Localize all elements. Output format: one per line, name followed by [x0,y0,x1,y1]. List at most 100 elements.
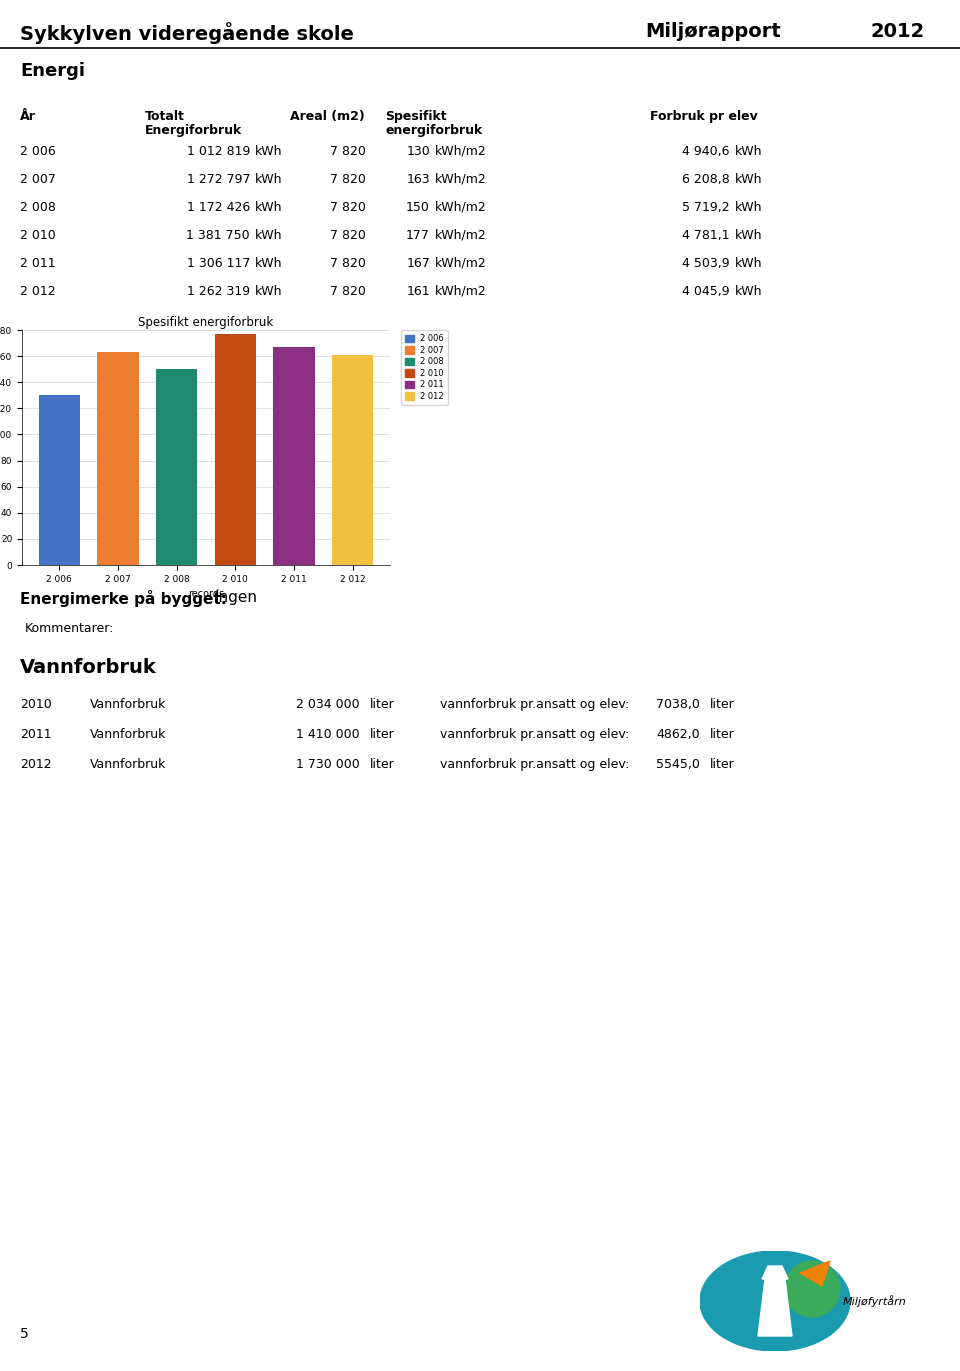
Text: kWh: kWh [255,229,282,243]
Text: 1 410 000: 1 410 000 [297,728,360,740]
Polygon shape [762,1265,788,1279]
Text: energiforbruk: energiforbruk [385,123,482,137]
Text: 150: 150 [406,202,430,214]
Text: 1 262 319: 1 262 319 [187,285,250,298]
Text: 2 011: 2 011 [20,256,56,270]
Text: 130: 130 [406,145,430,158]
Text: liter: liter [370,698,395,712]
Text: 2 007: 2 007 [20,173,56,186]
Text: 2 034 000: 2 034 000 [297,698,360,712]
Text: 5545,0: 5545,0 [656,758,700,771]
Text: 2011: 2011 [20,728,52,740]
Text: 177: 177 [406,229,430,243]
Text: kWh: kWh [735,229,762,243]
Text: 2 006: 2 006 [20,145,56,158]
Text: 161: 161 [406,285,430,298]
Text: Ingen: Ingen [215,590,258,605]
Text: Totalt: Totalt [145,110,185,123]
Text: kWh: kWh [735,285,762,298]
Bar [97,352,138,565]
Title: Spesifikt energiforbruk: Spesifikt energiforbruk [138,315,274,329]
Bar [215,335,256,565]
Text: kWh/m2: kWh/m2 [435,285,487,298]
Text: Forbruk pr elev: Forbruk pr elev [650,110,757,123]
Text: År: År [20,110,36,123]
Text: 7 820: 7 820 [330,229,366,243]
Text: kWh/m2: kWh/m2 [435,229,487,243]
Text: liter: liter [710,758,734,771]
Text: 7 820: 7 820 [330,256,366,270]
Text: liter: liter [710,728,734,740]
Text: 2 012: 2 012 [20,285,56,298]
Text: 1 730 000: 1 730 000 [297,758,360,771]
Text: kWh: kWh [255,202,282,214]
Text: Spesifikt: Spesifikt [385,110,446,123]
X-axis label: records: records [188,590,224,599]
Polygon shape [800,1261,830,1286]
Text: Energiforbruk: Energiforbruk [145,123,242,137]
Text: liter: liter [370,758,395,771]
Text: Miljørapport: Miljørapport [645,22,780,41]
Text: 7038,0: 7038,0 [656,698,700,712]
Text: 4 045,9: 4 045,9 [683,285,730,298]
Text: Vannforbruk: Vannforbruk [90,758,166,771]
Text: Vannforbruk: Vannforbruk [90,698,166,712]
Text: 1 012 819: 1 012 819 [186,145,250,158]
Text: liter: liter [370,728,395,740]
Text: 6 208,8: 6 208,8 [683,173,730,186]
Text: Sykkylven videregående skole: Sykkylven videregående skole [20,22,354,44]
Text: Miljøfyrtårn: Miljøfyrtårn [843,1296,907,1307]
Text: kWh: kWh [735,145,762,158]
Text: Areal (m2): Areal (m2) [290,110,365,123]
Text: kWh: kWh [255,285,282,298]
Text: liter: liter [710,698,734,712]
Bar [332,355,373,565]
Text: 4 781,1: 4 781,1 [683,229,730,243]
Text: 2 010: 2 010 [20,229,56,243]
Text: 4 503,9: 4 503,9 [683,256,730,270]
Text: kWh: kWh [735,173,762,186]
Text: kWh: kWh [255,256,282,270]
Text: 4862,0: 4862,0 [657,728,700,740]
Text: Vannforbruk: Vannforbruk [20,658,156,677]
Polygon shape [758,1279,792,1335]
Text: 7 820: 7 820 [330,285,366,298]
Text: kWh: kWh [735,202,762,214]
Text: kWh: kWh [255,145,282,158]
Text: 2012: 2012 [870,22,924,41]
Text: 163: 163 [406,173,430,186]
Legend: 2 006, 2 007, 2 008, 2 010, 2 011, 2 012: 2 006, 2 007, 2 008, 2 010, 2 011, 2 012 [401,330,448,404]
Text: 167: 167 [406,256,430,270]
Text: 2 008: 2 008 [20,202,56,214]
Text: 1 306 117: 1 306 117 [186,256,250,270]
Text: 7 820: 7 820 [330,202,366,214]
Text: 1 272 797: 1 272 797 [186,173,250,186]
Text: 7 820: 7 820 [330,173,366,186]
Text: 2012: 2012 [20,758,52,771]
Bar [38,395,80,565]
Text: vannforbruk pr.ansatt og elev:: vannforbruk pr.ansatt og elev: [440,698,630,712]
Text: kWh: kWh [255,173,282,186]
Text: Kommentarer:: Kommentarer: [25,622,114,635]
Text: 5: 5 [20,1327,29,1341]
Text: 5 719,2: 5 719,2 [683,202,730,214]
Text: 2010: 2010 [20,698,52,712]
Text: kWh/m2: kWh/m2 [435,202,487,214]
Text: vannforbruk pr.ansatt og elev:: vannforbruk pr.ansatt og elev: [440,758,630,771]
Circle shape [784,1261,840,1318]
Text: 1 381 750: 1 381 750 [186,229,250,243]
Text: kWh/m2: kWh/m2 [435,256,487,270]
Text: kWh/m2: kWh/m2 [435,145,487,158]
Text: kWh/m2: kWh/m2 [435,173,487,186]
Text: Energi: Energi [20,62,85,80]
Text: 4 940,6: 4 940,6 [683,145,730,158]
Text: vannforbruk pr.ansatt og elev:: vannforbruk pr.ansatt og elev: [440,728,630,740]
Bar [274,347,315,565]
Text: Vannforbruk: Vannforbruk [90,728,166,740]
Text: 7 820: 7 820 [330,145,366,158]
Text: 1 172 426: 1 172 426 [187,202,250,214]
Bar [156,369,197,565]
Ellipse shape [700,1250,850,1350]
Text: kWh: kWh [735,256,762,270]
Text: Energimerke på bygget:: Energimerke på bygget: [20,590,227,607]
